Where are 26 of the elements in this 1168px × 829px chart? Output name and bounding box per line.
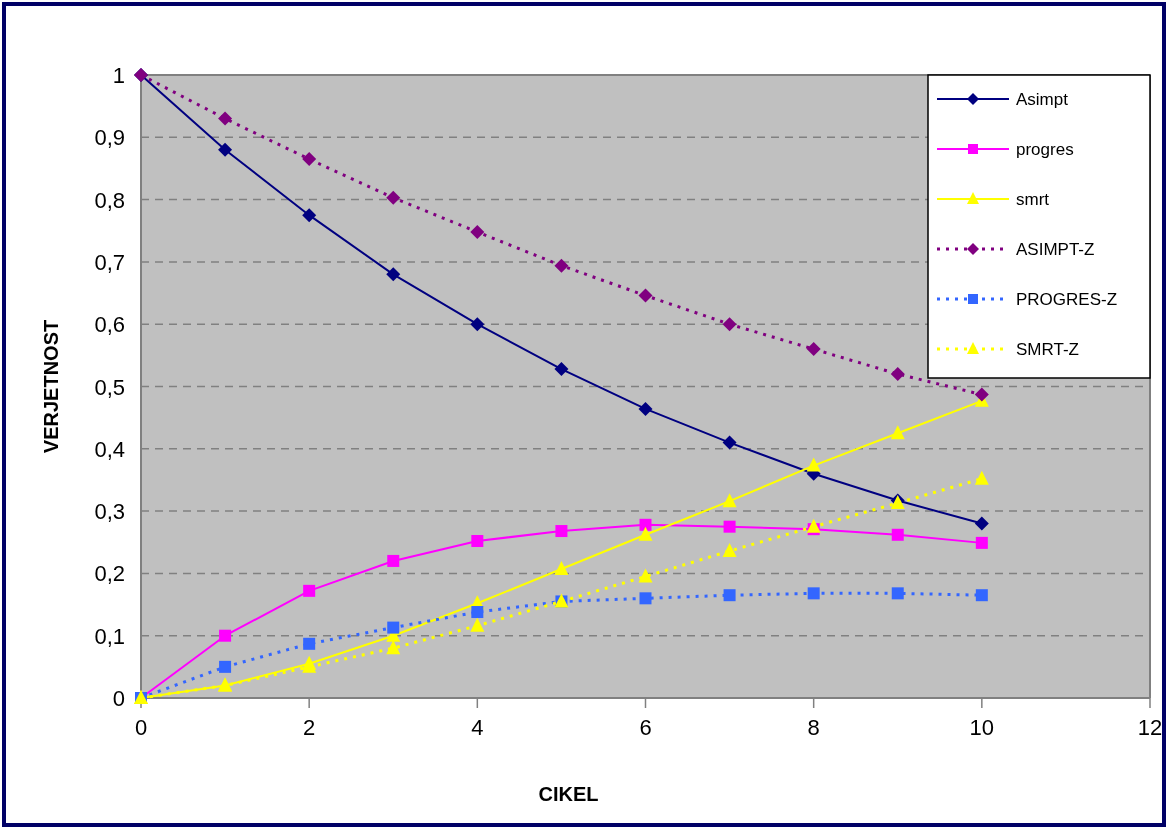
x-tick-label: 8 (807, 715, 820, 740)
legend-label: progres (1016, 140, 1074, 159)
y-tick-label: 0,8 (94, 187, 125, 213)
y-tick-label: 0,6 (94, 312, 125, 338)
legend-label: smrt (1016, 190, 1050, 209)
legend-label: ASIMPT-Z (1016, 240, 1095, 259)
y-tick-label: 0,9 (94, 125, 125, 151)
y-tick-label: 0,1 (94, 623, 125, 649)
x-tick-label: 12 (1137, 715, 1163, 740)
legend-label: Asimpt (1016, 90, 1069, 109)
y-tick-label: 1 (112, 63, 125, 88)
y-axis-title: VERJETNOST (40, 319, 62, 454)
y-tick-label: 0,2 (94, 561, 125, 587)
y-tick-label: 0,4 (94, 436, 125, 462)
y-tick-label: 0,3 (94, 499, 125, 525)
x-tick-label: 4 (471, 715, 484, 740)
y-tick-label: 0 (112, 686, 125, 711)
x-tick-label: 6 (639, 715, 652, 740)
y-tick-label: 0,5 (94, 374, 125, 400)
legend-label: PROGRES-Z (1016, 290, 1118, 309)
legend-label: SMRT-Z (1016, 340, 1079, 359)
y-tick-label: 0,7 (94, 249, 125, 275)
x-tick-label: 0 (134, 715, 148, 740)
x-tick-label: 2 (303, 715, 316, 740)
x-tick-label: 10 (969, 715, 995, 740)
x-axis-title: CIKEL (538, 783, 599, 805)
